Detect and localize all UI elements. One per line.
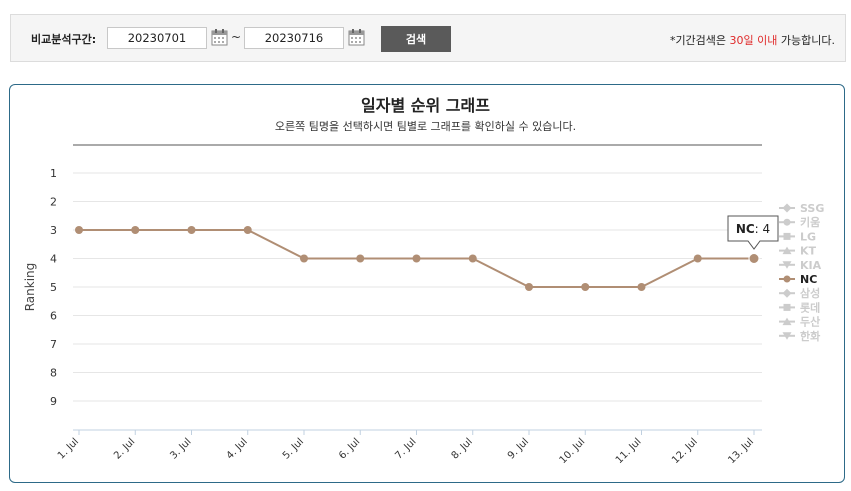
x-tick-label: 7. Jul xyxy=(393,436,418,461)
x-tick-label: 10. Jul xyxy=(558,436,588,466)
period-label: 비교분석구간: xyxy=(31,33,97,46)
notice-text-pre: *기간검색은 xyxy=(669,34,730,47)
period-filter-bar: 비교분석구간: ~ 검색 *기간검색은 30일 이내 가능합니다. xyxy=(10,14,846,62)
legend-item-0[interactable]: SSG xyxy=(800,202,824,215)
x-tick-label: 8. Jul xyxy=(450,436,475,461)
legend-marker[interactable] xyxy=(783,232,791,240)
data-point[interactable] xyxy=(637,283,646,291)
legend-item-7[interactable]: 롯데 xyxy=(800,300,820,314)
data-point[interactable] xyxy=(468,254,477,263)
legend-marker[interactable] xyxy=(783,303,791,311)
y-tick-label: 2 xyxy=(50,196,57,209)
x-tick-label: 3. Jul xyxy=(168,436,193,461)
calendar-icon[interactable] xyxy=(348,28,365,46)
data-point[interactable] xyxy=(75,226,83,234)
data-point[interactable] xyxy=(412,254,421,263)
legend-marker[interactable] xyxy=(783,218,791,226)
tooltip-value: : 4 xyxy=(755,222,771,236)
data-point[interactable] xyxy=(693,254,702,263)
x-tick-label: 13. Jul xyxy=(726,436,756,466)
legend-item-6[interactable]: 삼성 xyxy=(800,286,820,300)
y-tick-label: 8 xyxy=(50,367,57,380)
x-tick-label: 6. Jul xyxy=(337,436,362,461)
legend-item-5[interactable]: NC xyxy=(800,273,817,286)
calendar-icon[interactable] xyxy=(211,28,228,46)
y-tick-label: 5 xyxy=(50,281,57,294)
y-tick-label: 3 xyxy=(50,224,57,237)
legend-marker[interactable] xyxy=(783,275,791,283)
notice-text-post: 가능합니다. xyxy=(777,34,835,47)
legend-marker[interactable] xyxy=(782,317,792,326)
legend-marker[interactable] xyxy=(782,246,792,255)
y-tick-label: 7 xyxy=(50,338,57,351)
legend-item-1[interactable]: 키움 xyxy=(800,215,820,229)
data-point[interactable] xyxy=(131,226,140,234)
chart-panel xyxy=(9,84,845,483)
x-tick-label: 5. Jul xyxy=(281,436,306,461)
data-point[interactable] xyxy=(300,254,308,263)
data-point[interactable] xyxy=(525,283,533,291)
tooltip-text: NC: 4 xyxy=(736,222,770,236)
date-range-separator: ~ xyxy=(231,30,242,44)
tooltip-series-name: NC xyxy=(736,222,755,236)
x-tick-label: 9. Jul xyxy=(506,436,531,461)
chart-subtitle: 오른쪽 팀명을 선택하시면 팀별로 그래프를 확인하실 수 있습니다. xyxy=(274,120,577,133)
tooltip-box xyxy=(727,215,779,250)
legend-marker[interactable] xyxy=(782,261,792,269)
legend-item-2[interactable]: LG xyxy=(800,230,816,243)
x-tick-label: 1. Jul xyxy=(56,436,81,461)
data-point[interactable] xyxy=(243,226,252,234)
legend-item-4[interactable]: KIA xyxy=(800,259,822,272)
data-point[interactable] xyxy=(581,283,590,291)
start-date-input[interactable] xyxy=(107,27,207,49)
y-tick-label: 9 xyxy=(50,395,57,408)
legend-marker[interactable] xyxy=(782,203,792,213)
legend-item-3[interactable]: KT xyxy=(800,245,817,258)
data-point[interactable] xyxy=(748,253,760,264)
x-tick-label: 2. Jul xyxy=(112,436,137,461)
data-point[interactable] xyxy=(356,254,365,263)
y-tick-label: 6 xyxy=(50,310,57,323)
legend-item-9[interactable]: 한화 xyxy=(800,329,820,343)
x-tick-label: 11. Jul xyxy=(614,436,644,466)
search-button[interactable]: 검색 xyxy=(381,26,451,52)
legend-item-8[interactable]: 두산 xyxy=(800,315,820,329)
x-tick-label: 4. Jul xyxy=(225,436,250,461)
notice-highlight: 30일 이내 xyxy=(729,34,778,47)
legend-marker[interactable] xyxy=(782,332,792,340)
y-tick-label: 4 xyxy=(50,253,57,266)
y-axis-label: Ranking xyxy=(23,263,37,312)
period-notice: *기간검색은 30일 이내 가능합니다. xyxy=(670,32,835,48)
legend-marker[interactable] xyxy=(782,288,792,298)
x-tick-label: 12. Jul xyxy=(670,436,700,466)
data-point[interactable] xyxy=(187,226,196,234)
end-date-input[interactable] xyxy=(244,27,344,49)
chart-title: 일자별 순위 그래프 xyxy=(361,96,490,115)
y-tick-label: 1 xyxy=(50,167,57,180)
